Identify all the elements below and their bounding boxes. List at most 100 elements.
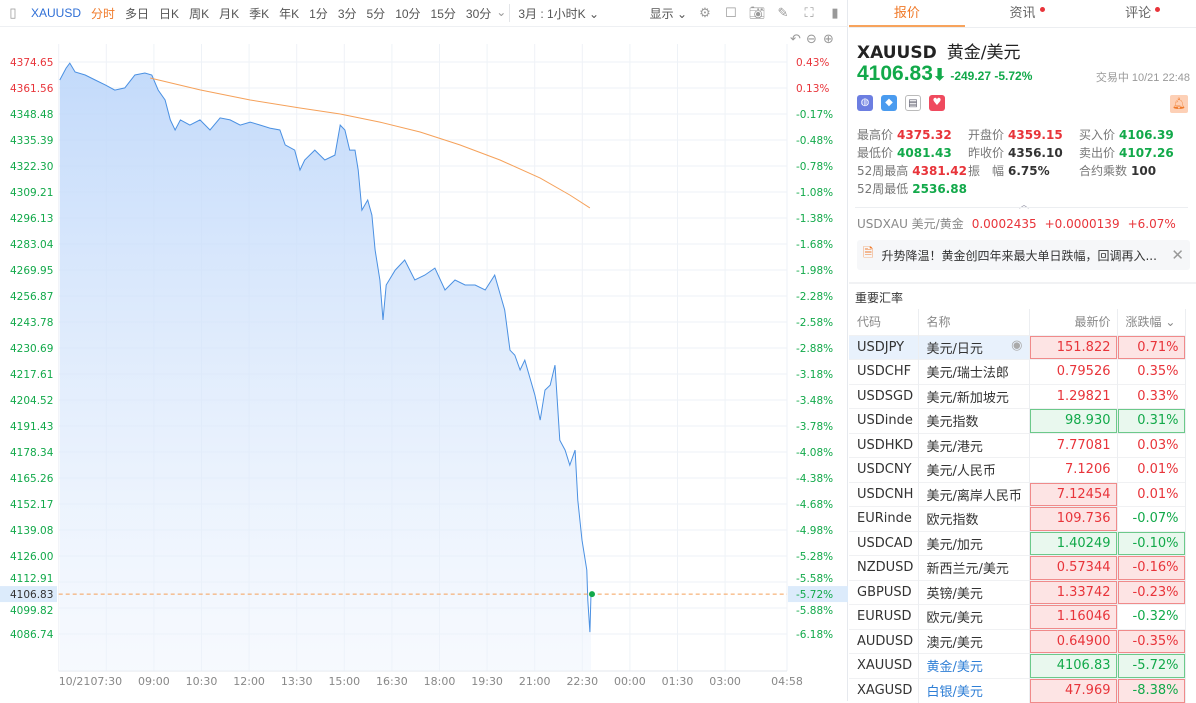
y-pct-label: -4.98% bbox=[796, 525, 833, 537]
code-cell: USDCAD bbox=[849, 530, 919, 556]
y-pct-label: -4.38% bbox=[796, 473, 833, 485]
period-7[interactable]: 1分 bbox=[309, 6, 328, 21]
period-6[interactable]: 年K bbox=[279, 6, 300, 21]
table-row[interactable]: USDCHF 美元/瑞士法郎 0.79526 0.35% bbox=[849, 359, 1186, 384]
price-cell: 1.29821 bbox=[1029, 383, 1118, 409]
inverse-quote[interactable]: USDXAU 美元/黄金 0.0002435 +0.0000139 +6.07% bbox=[857, 217, 1176, 231]
fullscreen-icon[interactable]: ⛶ bbox=[804, 5, 814, 20]
pencil-icon[interactable]: ✎ bbox=[777, 5, 789, 20]
rates-table: 代码 名称 最新价 涨跌幅 ⌄ USDJPY 美元/日元 ◉ 151.822 0.… bbox=[849, 309, 1186, 703]
display-select[interactable]: 显示 ⌄ bbox=[649, 6, 687, 21]
x-tick-label: 10:30 bbox=[186, 675, 218, 688]
watch-icon[interactable]: ◉ bbox=[1011, 337, 1023, 353]
table-row[interactable]: USDSGD 美元/新加坡元 1.29821 0.33% bbox=[849, 383, 1186, 409]
column-header[interactable]: 代码 bbox=[849, 309, 919, 335]
y-tick-label: 4165.26 bbox=[10, 473, 54, 485]
layout-icon[interactable]: ☐ bbox=[725, 5, 737, 20]
table-row[interactable]: NZDUSD 新西兰元/美元 0.57344 -0.16% bbox=[849, 555, 1186, 580]
period-0[interactable]: 分时 bbox=[91, 6, 116, 21]
period-9[interactable]: 5分 bbox=[366, 6, 386, 21]
period-5[interactable]: 季K bbox=[249, 6, 270, 21]
note-icon[interactable]: ▤ bbox=[905, 95, 921, 111]
range-select[interactable]: 3月 : 1小时K ⌄ bbox=[518, 6, 600, 21]
down-arrow-icon: ⬇ bbox=[932, 67, 947, 84]
y-pct-label: -3.78% bbox=[796, 421, 833, 433]
table-row[interactable]: USDCAD 美元/加元 1.40249 -0.10% bbox=[849, 530, 1186, 556]
change-cell: 0.01% bbox=[1117, 457, 1186, 482]
y-pct-label: -1.08% bbox=[796, 187, 833, 199]
undo-icon: ↶ bbox=[790, 32, 801, 47]
tab-quote[interactable]: 报价 bbox=[849, 0, 965, 27]
collapse-icon[interactable]: ︿ bbox=[1019, 200, 1029, 211]
intraday-chart[interactable]: ↶ ⊖ ⊕ 10/21 07:30 09:00 10:30 12:00 13:30 15:00 16… bbox=[0, 27, 848, 701]
period-12[interactable]: 30分 bbox=[465, 6, 492, 21]
name-cell: 美元/人民币 bbox=[918, 457, 1030, 482]
tab-comments[interactable]: 评论 bbox=[1080, 0, 1196, 27]
price-line bbox=[59, 62, 592, 633]
globe-icon[interactable]: ◍ bbox=[857, 95, 873, 111]
chart-panel: ▯ XAUUSD 分时 多日 日K 周K 月K 季K 年K 1分 3分 5分 10分 15分 30分 ⌄ … bbox=[0, 0, 848, 701]
tab-news[interactable]: 资讯 bbox=[965, 0, 1081, 27]
stat-item: 昨收价 4356.10 bbox=[968, 146, 1063, 160]
chevron-down-icon[interactable]: ⌄ bbox=[496, 4, 507, 19]
price-cell: 0.64900 bbox=[1029, 628, 1118, 654]
code-cell: NZDUSD bbox=[849, 555, 919, 580]
table-row[interactable]: XAGUSD 白银/美元 47.969 -8.38% bbox=[849, 677, 1186, 703]
heart-icon[interactable]: ♥ bbox=[929, 95, 945, 111]
symbol-label[interactable]: XAUUSD bbox=[31, 6, 82, 20]
period-10[interactable]: 10分 bbox=[395, 6, 421, 21]
name-cell: 澳元/美元 bbox=[918, 628, 1030, 654]
y-pct-label: -2.88% bbox=[796, 343, 833, 355]
section-title: 重要汇率 bbox=[855, 291, 904, 305]
tag-icon[interactable]: ◆ bbox=[881, 95, 897, 111]
y-pct-label: -3.48% bbox=[796, 395, 833, 407]
table-row[interactable]: EURinde 欧元指数 109.736 -0.07% bbox=[849, 506, 1186, 531]
y-tick-label: 4191.43 bbox=[10, 421, 53, 433]
quote-panel: 报价 资讯 评论 XAUUSD 黄金/美元 4106.83⬇ -249.27 -5… bbox=[849, 0, 1196, 703]
table-row[interactable]: XAUUSD 黄金/美元 4106.83 -5.72% bbox=[849, 653, 1186, 678]
period-3[interactable]: 周K bbox=[189, 6, 210, 21]
period-1[interactable]: 多日 bbox=[125, 6, 150, 21]
code-cell: EURinde bbox=[849, 506, 919, 531]
column-header[interactable]: 最新价 bbox=[1029, 309, 1118, 335]
table-row[interactable]: USDJPY 美元/日元 ◉ 151.822 0.71% bbox=[849, 334, 1186, 360]
name-cell: 美元/日元 ◉ bbox=[918, 334, 1030, 360]
y-pct-label: -1.38% bbox=[796, 213, 833, 225]
table-row[interactable]: USDHKD 美元/港元 7.77081 0.03% bbox=[849, 432, 1186, 458]
y-tick-label: 4230.69 bbox=[10, 343, 53, 355]
y-tick-label: 4139.08 bbox=[10, 525, 53, 537]
average-line bbox=[150, 77, 591, 209]
period-11[interactable]: 15分 bbox=[430, 6, 456, 21]
table-row[interactable]: GBPUSD 英镑/美元 1.33742 -0.23% bbox=[849, 579, 1186, 605]
period-4[interactable]: 月K bbox=[219, 6, 240, 21]
panel-toggle-icon[interactable]: ▮ bbox=[831, 5, 839, 20]
table-row[interactable]: EURUSD 欧元/美元 1.16046 -0.32% bbox=[849, 604, 1186, 629]
y-pct-label: -5.58% bbox=[796, 573, 833, 585]
bell-icon[interactable]: 🔔︎ bbox=[1170, 95, 1188, 113]
y-tick-label: 4152.17 bbox=[10, 499, 53, 511]
table-row[interactable]: AUDUSD 澳元/美元 0.64900 -0.35% bbox=[849, 628, 1186, 654]
close-icon[interactable]: ✕ bbox=[1171, 246, 1184, 264]
stat-item: 52周最低 2536.88 bbox=[857, 182, 967, 196]
period-2[interactable]: 日K bbox=[159, 6, 180, 21]
name-cell: 美元指数 bbox=[918, 408, 1030, 433]
table-row[interactable]: USDCNY 美元/人民币 7.1206 0.01% bbox=[849, 457, 1186, 482]
camera-icon[interactable]: 📷︎ bbox=[748, 5, 766, 20]
current-pct-tag bbox=[788, 586, 848, 603]
x-tick-label: 04:58 bbox=[771, 675, 803, 688]
change-cell: -5.72% bbox=[1117, 653, 1186, 678]
price-cell: 7.77081 bbox=[1029, 432, 1118, 458]
y-pct-label: -1.68% bbox=[796, 239, 833, 251]
sidebar-toggle-icon[interactable]: ▯ bbox=[9, 5, 17, 20]
change-cell: -0.35% bbox=[1117, 628, 1186, 654]
period-8[interactable]: 3分 bbox=[337, 6, 357, 21]
gear-icon[interactable]: ⚙ bbox=[699, 5, 711, 20]
divider bbox=[855, 207, 1188, 208]
table-row[interactable]: USDCNH 美元/离岸人民币 7.12454 0.01% bbox=[849, 481, 1186, 507]
column-header[interactable]: 涨跌幅 ⌄ bbox=[1117, 309, 1186, 335]
column-header[interactable]: 名称 bbox=[918, 309, 1030, 335]
news-banner[interactable]: 🗎 升势降温！黄金创四年来最大单日跌幅，回调再入... ✕ bbox=[857, 240, 1190, 270]
name-cell: 美元/加元 bbox=[918, 530, 1030, 556]
table-row[interactable]: USDinde 美元指数 98.930 0.31% bbox=[849, 408, 1186, 433]
quote-tabs: 报价 资讯 评论 bbox=[849, 0, 1196, 28]
